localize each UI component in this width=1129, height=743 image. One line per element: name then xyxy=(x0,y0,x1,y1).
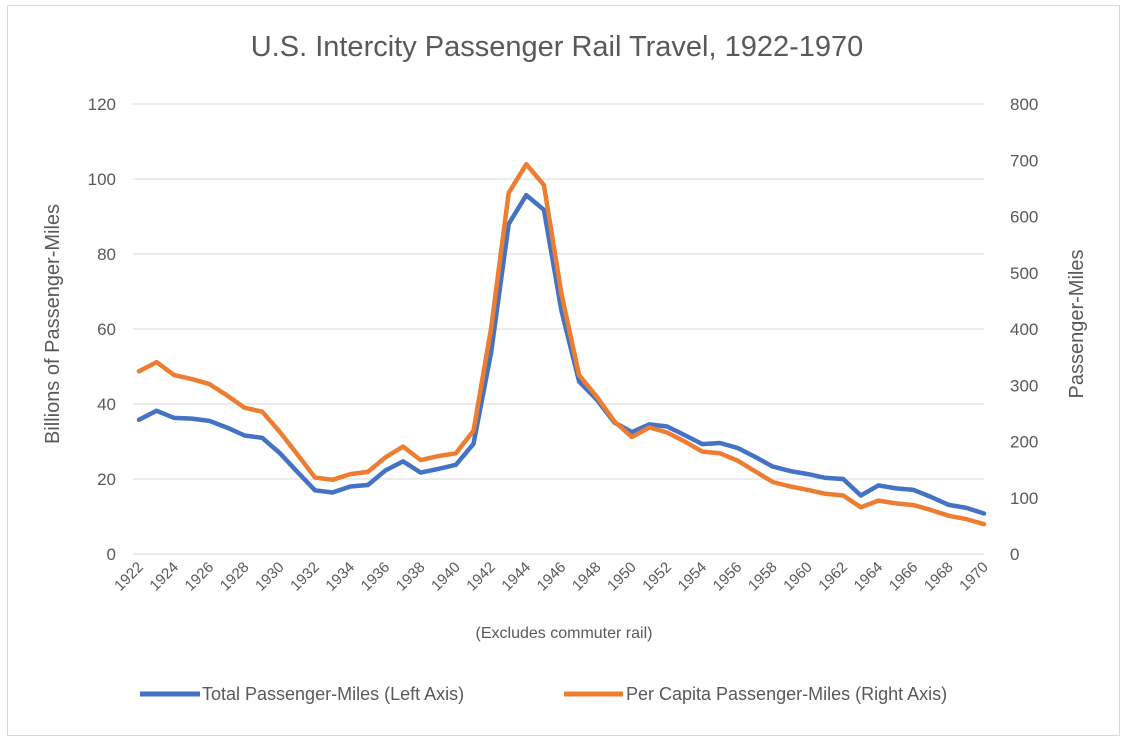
left-tick-label: 80 xyxy=(97,245,116,264)
x-tick-label: 1968 xyxy=(921,559,957,595)
x-tick-label: 1970 xyxy=(956,559,992,595)
x-tick-label: 1928 xyxy=(217,559,253,595)
x-tick-label: 1924 xyxy=(146,559,182,595)
right-tick-label: 200 xyxy=(1010,433,1038,452)
legend-label-total: Total Passenger-Miles (Left Axis) xyxy=(202,684,464,704)
x-tick-label: 1950 xyxy=(604,559,640,595)
series-lines xyxy=(136,161,987,527)
x-tick-label: 1962 xyxy=(815,559,851,595)
right-tick-label: 100 xyxy=(1010,489,1038,508)
x-tick-label: 1938 xyxy=(393,559,429,595)
x-tick-label: 1956 xyxy=(710,559,746,595)
right-axis-label: Passenger-Miles xyxy=(1066,250,1088,399)
chart-title: U.S. Intercity Passenger Rail Travel, 19… xyxy=(251,31,864,63)
x-tick-label: 1958 xyxy=(745,559,781,595)
chart-frame: U.S. Intercity Passenger Rail Travel, 19… xyxy=(7,5,1120,736)
left-tick-label: 120 xyxy=(88,95,116,114)
x-tick-label: 1940 xyxy=(428,559,464,595)
x-tick-label: 1960 xyxy=(780,559,816,595)
x-tick-label: 1934 xyxy=(322,559,358,595)
right-tick-label: 700 xyxy=(1010,151,1038,170)
x-tick-label: 1942 xyxy=(463,559,499,595)
left-tick-label: 40 xyxy=(97,395,116,414)
left-tick-label: 60 xyxy=(97,320,116,339)
legend-label-per-capita: Per Capita Passenger-Miles (Right Axis) xyxy=(626,684,947,704)
right-tick-label: 400 xyxy=(1010,320,1038,339)
x-tick-label: 1944 xyxy=(498,559,534,595)
line-chart: U.S. Intercity Passenger Rail Travel, 19… xyxy=(42,31,1088,704)
left-tick-label: 0 xyxy=(107,545,116,564)
right-tick-label: 0 xyxy=(1010,545,1019,564)
x-tick-label: 1930 xyxy=(252,559,288,595)
series-line-per-capita xyxy=(136,161,987,527)
series-line-total xyxy=(136,192,987,516)
gridlines xyxy=(133,103,984,555)
right-tick-label: 300 xyxy=(1010,376,1038,395)
right-tick-label: 500 xyxy=(1010,264,1038,283)
right-tick-label: 800 xyxy=(1010,95,1038,114)
left-tick-label: 100 xyxy=(88,170,116,189)
x-tick-label: 1954 xyxy=(675,559,711,595)
x-tick-label: 1966 xyxy=(886,559,922,595)
x-tick-label: 1922 xyxy=(111,559,147,595)
x-tick-label: 1936 xyxy=(358,559,394,595)
x-tick-label: 1926 xyxy=(182,559,218,595)
x-tick-label: 1932 xyxy=(287,559,323,595)
x-axis-ticks: 1922 1924 1926 1928 1930 1932 1934 1936 1938 1940… xyxy=(111,559,992,595)
legend: Total Passenger-Miles (Left Axis) Per Ca… xyxy=(140,684,947,704)
right-axis-ticks: 0 100 200 300 400 500 600 700 800 xyxy=(1010,95,1038,564)
x-tick-label: 1946 xyxy=(534,559,570,595)
chart-note: (Excludes commuter rail) xyxy=(476,625,653,642)
right-tick-label: 600 xyxy=(1010,208,1038,227)
left-axis-ticks: 0 20 40 60 80 100 120 xyxy=(88,95,116,564)
left-axis-label: Billions of Passenger-Miles xyxy=(42,204,64,444)
x-tick-label: 1948 xyxy=(569,559,605,595)
x-tick-label: 1964 xyxy=(851,559,887,595)
left-tick-label: 20 xyxy=(97,470,116,489)
x-tick-label: 1952 xyxy=(639,559,675,595)
